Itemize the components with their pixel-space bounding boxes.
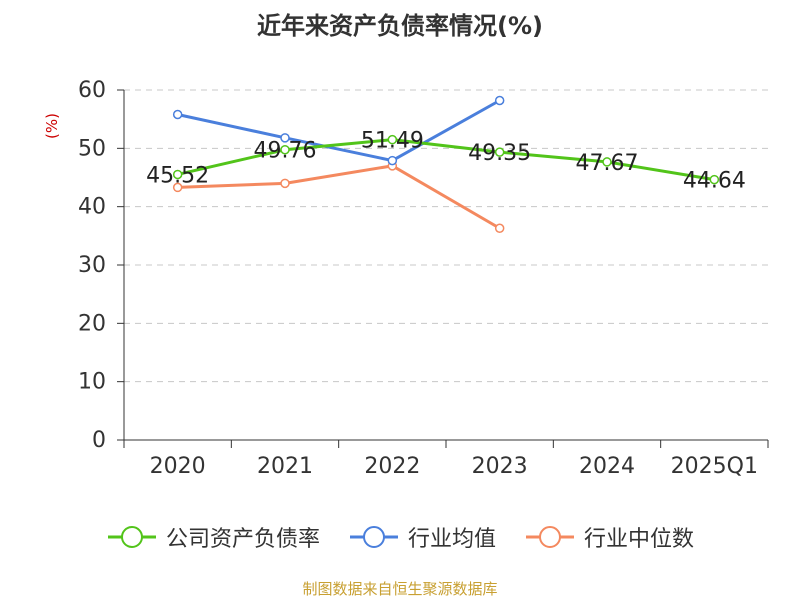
y-tick-label: 30	[78, 253, 106, 278]
legend-label: 行业中位数	[584, 527, 695, 552]
data-point	[387, 155, 398, 166]
data-point	[602, 157, 612, 167]
data-point	[494, 223, 505, 233]
data-point	[280, 133, 290, 143]
series-line-2	[177, 99, 501, 163]
legend-item-2[interactable]: 行业均值	[348, 521, 496, 553]
data-label: 51.49	[361, 129, 424, 154]
data-label: 49.76	[254, 139, 317, 164]
y-tick-label: 0	[92, 428, 106, 453]
series-line-3	[177, 164, 501, 230]
legend-item-1[interactable]: 公司资产负债率	[106, 521, 320, 553]
data-point	[494, 147, 505, 157]
legend-item-3[interactable]: 行业中位数	[524, 521, 694, 553]
x-tick-label: 2025Q1	[671, 454, 758, 479]
legend-swatch	[349, 526, 398, 548]
y-tick-label: 10	[78, 370, 106, 395]
data-label: 44.64	[683, 169, 746, 194]
x-tick-label: 2021	[257, 454, 313, 479]
series-line-1	[177, 138, 715, 182]
x-tick-label: 2022	[364, 454, 420, 479]
data-point	[494, 95, 505, 106]
x-tick-label: 2023	[472, 454, 528, 479]
y-tick-label: 50	[78, 136, 106, 161]
data-label: 47.67	[576, 151, 639, 176]
legend-swatch	[526, 526, 574, 548]
chart-title: 近年来资产负债率情况(%)	[257, 12, 543, 40]
legend-swatch	[107, 526, 156, 548]
data-point	[172, 169, 183, 180]
data-point	[280, 178, 290, 189]
data-label: 49.35	[468, 141, 531, 166]
data-label: 45.52	[146, 163, 209, 188]
y-tick-label: 40	[78, 195, 106, 220]
legend-label: 行业均值	[407, 527, 496, 552]
data-point	[280, 144, 290, 155]
data-point	[172, 109, 183, 120]
legend-label: 公司资产负债率	[165, 527, 320, 552]
x-tick-label: 2024	[579, 454, 635, 479]
y-tick-label: 20	[78, 311, 106, 336]
data-point	[709, 174, 720, 185]
source-note: 制图数据来自恒生聚源数据库	[302, 580, 498, 598]
y-tick-label: 60	[78, 78, 106, 103]
x-tick-label: 2020	[150, 454, 206, 479]
data-point	[172, 182, 183, 193]
legend: 公司资产负债率 行业均值 行业中位数	[0, 521, 800, 553]
data-point	[387, 134, 398, 145]
